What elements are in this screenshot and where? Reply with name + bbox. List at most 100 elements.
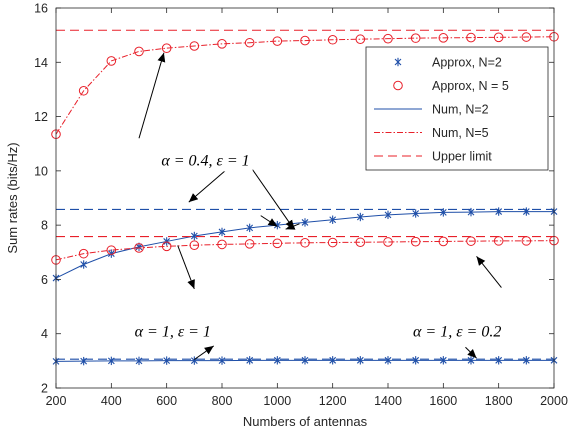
annotation-background (393, 321, 521, 343)
approx-marker (190, 231, 198, 241)
approx-marker (466, 236, 476, 246)
annotation-background (126, 150, 253, 172)
approx-marker (410, 236, 421, 247)
y-tick-label: 6 (41, 273, 48, 287)
approx-marker (522, 356, 530, 365)
approx-marker (80, 260, 88, 269)
approx-marker-series (51, 235, 559, 265)
approx-marker (356, 212, 364, 222)
numerical-curve (55, 240, 555, 261)
approx-marker (300, 237, 310, 248)
approx-marker (218, 356, 226, 365)
legend: Approx, N=2 Approx, N = 5 Num, N=2 Num, N=5… (365, 46, 549, 171)
annotation-arrow (476, 256, 502, 288)
approx-marker (106, 56, 117, 66)
annotation-label: α = 1, ε = 1 (135, 323, 211, 340)
plot-frame (55, 7, 555, 389)
y-tick-label: 4 (41, 327, 48, 341)
numerical-curve (55, 36, 555, 135)
approx-marker (438, 236, 449, 247)
y-tick-label: 14 (34, 56, 48, 70)
x-tick-label: 1000 (263, 394, 291, 408)
annotation-arrow (138, 52, 166, 139)
approx-marker (383, 33, 393, 44)
approx-marker (78, 85, 89, 96)
axis-ticks: 200 400 600 800 1000 1200 1400 1600 1800 2000 2 4 6 8… (34, 2, 568, 409)
approx-marker (467, 207, 475, 217)
annotation-arrow (465, 346, 477, 359)
approx-marker (163, 237, 171, 246)
approx-marker (161, 43, 172, 53)
approx-marker (410, 33, 421, 43)
approx-marker (134, 46, 144, 57)
annotation-label: α = 1, ε = 0.2 (413, 323, 501, 340)
approx-marker (161, 241, 172, 252)
x-tick-label: 2000 (540, 394, 568, 408)
y-axis-label: Sum rates (bits/Hz) (5, 142, 20, 253)
y-tick-label: 10 (34, 164, 48, 178)
approx-marker (272, 238, 283, 249)
approx-marker (244, 37, 255, 48)
y-tick-label: 12 (34, 110, 48, 124)
approx-marker (439, 356, 447, 365)
approx-marker-series (52, 207, 558, 283)
legend-swatch-marker (393, 80, 403, 91)
x-tick-label: 800 (212, 394, 233, 408)
approx-marker (439, 208, 447, 217)
y-tick-label: 8 (41, 219, 48, 233)
approx-marker (329, 215, 337, 224)
approx-marker (383, 237, 393, 247)
approx-marker (107, 249, 115, 258)
approx-marker (329, 356, 337, 365)
annotation-arrow (194, 345, 214, 360)
approx-marker (521, 32, 532, 42)
approx-marker (438, 33, 449, 43)
approx-marker (384, 356, 392, 365)
approx-marker (244, 239, 255, 249)
approx-marker (163, 356, 171, 365)
approx-marker (134, 243, 144, 253)
y-tick-label: 2 (41, 382, 48, 396)
approx-marker (189, 41, 200, 51)
approx-marker (246, 223, 254, 233)
annotation-background (104, 321, 214, 343)
approx-marker (356, 356, 364, 365)
legend-label: Num, N=5 (432, 126, 489, 140)
y-tick-label: 16 (34, 2, 48, 16)
x-tick-label: 600 (156, 394, 177, 408)
approx-marker (218, 227, 226, 237)
annotation-layer: α = 0.4, ε = 1 α = 1, ε = 1 α = 1, ε = 0.2 (104, 150, 521, 343)
x-tick-label: 1200 (319, 394, 347, 408)
approx-marker (273, 356, 281, 365)
approx-marker (412, 209, 420, 218)
approx-marker (466, 32, 476, 43)
approx-marker (78, 248, 89, 259)
arrow-layer (138, 52, 502, 360)
approx-marker (106, 245, 117, 255)
x-tick-label: 1400 (374, 394, 402, 408)
approx-marker (301, 356, 309, 365)
legend-label: Num, N=2 (432, 103, 489, 117)
x-tick-label: 1800 (485, 394, 513, 408)
approx-marker (327, 237, 338, 248)
annotation-arrow (260, 215, 278, 227)
series-layer (51, 29, 559, 366)
approx-marker-series (51, 31, 559, 140)
annotation-arrow (285, 222, 300, 230)
approx-marker (272, 36, 283, 46)
legend-swatch-marker (394, 57, 402, 67)
legend-label: Approx, N=2 (432, 56, 502, 70)
approx-marker (355, 34, 366, 45)
approx-marker (327, 34, 338, 45)
x-tick-label: 400 (101, 394, 122, 408)
legend-label: Approx, N = 5 (432, 79, 509, 93)
approx-marker (300, 35, 310, 46)
approx-marker (495, 356, 503, 365)
approx-marker (301, 218, 309, 227)
annotation-label: α = 0.4, ε = 1 (161, 152, 249, 169)
approx-marker (355, 237, 366, 248)
approx-marker (493, 32, 504, 43)
annotation-arrow (177, 245, 195, 290)
